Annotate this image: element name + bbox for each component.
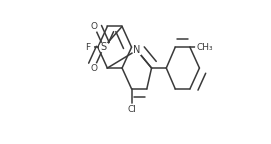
- Text: N: N: [133, 45, 140, 55]
- Text: Cl: Cl: [127, 105, 136, 114]
- Text: F: F: [85, 43, 91, 52]
- Text: S: S: [101, 42, 107, 52]
- Text: CH₃: CH₃: [197, 43, 214, 52]
- Text: O: O: [91, 64, 98, 73]
- Text: O: O: [91, 22, 98, 31]
